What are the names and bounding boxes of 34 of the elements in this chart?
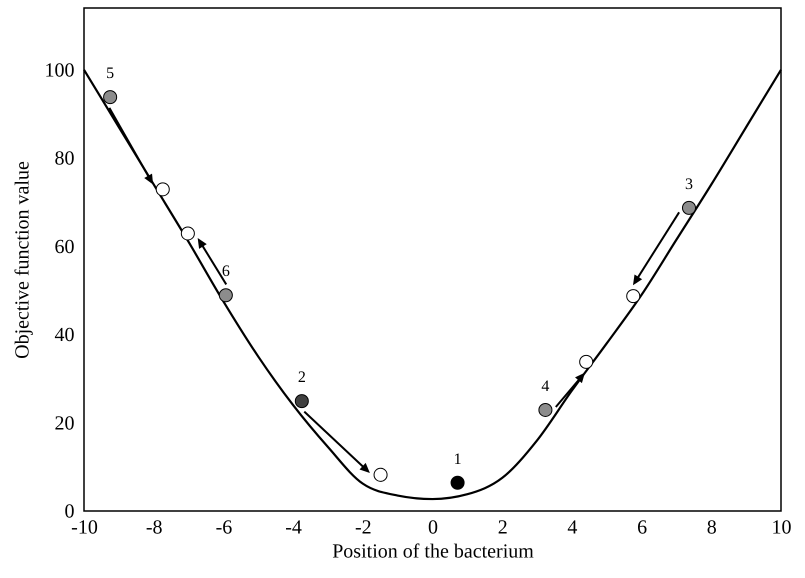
point [294,394,309,408]
annotation: 6 [222,263,230,280]
y-tick-label: 60 [54,236,74,258]
x-tick-label: 10 [772,516,792,538]
x-tick-label: -6 [216,516,232,538]
x-tick-label: 4 [567,516,578,538]
x-tick-label: 0 [428,516,438,538]
annotation: 5 [106,65,114,82]
x-tick-label: 6 [637,516,648,538]
x-tick-label: 2 [498,516,508,538]
y-axis-title: Objective function value [12,161,34,359]
annotation: 3 [684,176,693,193]
y-tick-label: 100 [44,59,74,82]
annotation: 2 [298,369,306,386]
point [579,354,594,369]
x-tick-label: 8 [706,516,717,538]
point [374,468,388,482]
x-axis-title: Position of the bacterium [332,540,534,562]
point [156,182,170,196]
x-tick-label: -4 [285,516,302,538]
point [218,288,233,302]
point [103,90,118,104]
point [538,402,552,417]
point [450,476,465,490]
point [180,226,195,240]
point [626,289,640,304]
annotation: 1 [454,450,462,468]
annotation: 4 [541,378,550,395]
y-tick-label: 80 [54,148,74,170]
y-tick-label: 20 [54,412,74,434]
point [682,200,696,215]
x-tick-label: -8 [146,516,163,538]
x-tick-label: -2 [354,516,372,538]
y-tick-label: 40 [54,324,74,346]
